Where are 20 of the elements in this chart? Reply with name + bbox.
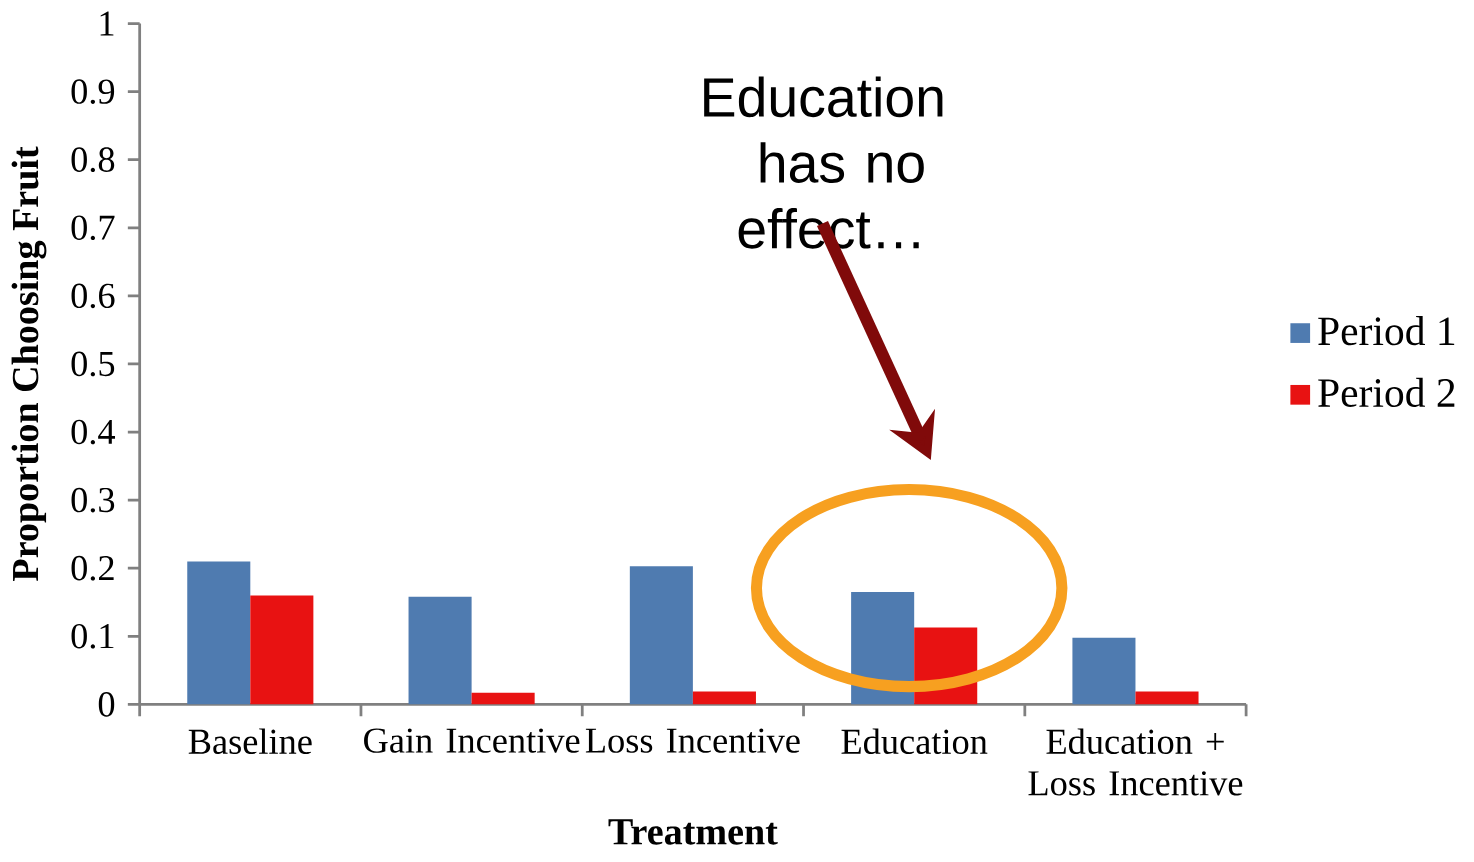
y-tick-label: 0.7 [71, 215, 115, 241]
x-tick-label: Education [841, 728, 988, 755]
x-tick-label: Education + Loss Incentive [1028, 728, 1243, 796]
legend-label: Period 1 [1318, 316, 1455, 346]
y-tick-label: 0.5 [71, 351, 115, 377]
y-tick-label: 0.6 [71, 283, 115, 309]
x-tick-label: Gain Incentive [364, 728, 580, 753]
legend-label: Period 2 [1318, 377, 1455, 408]
y-tick-label: 0.2 [71, 555, 114, 581]
x-tick-label: Loss Incentive [585, 728, 800, 753]
y-tick-label: 0.1 [71, 623, 114, 649]
x-axis-title: Treatment [608, 819, 778, 845]
y-tick-label: 0.8 [71, 147, 115, 173]
y-axis-title: Proportion Choosing Fruit [11, 146, 47, 581]
y-tick-label: 0.9 [71, 79, 115, 104]
y-tick-label: 0 [98, 692, 115, 717]
y-tick-label: 0.4 [71, 419, 116, 445]
y-tick-label: 1 [100, 11, 114, 36]
y-tick-label: 0.3 [71, 487, 115, 513]
x-tick-label: Baseline [188, 728, 312, 755]
